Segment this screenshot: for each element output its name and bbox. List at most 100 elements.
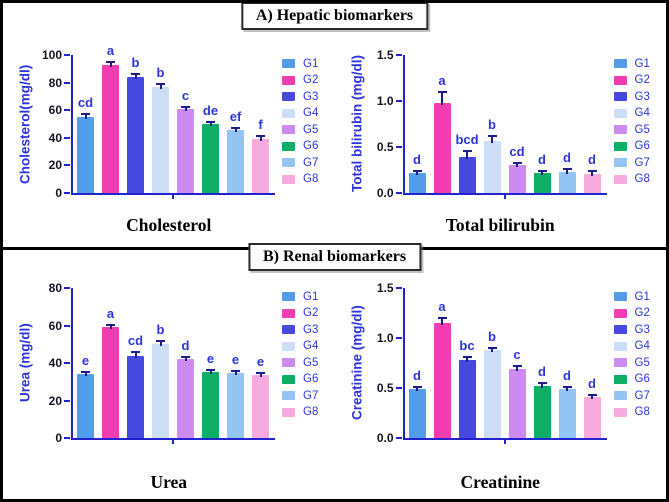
bar-group: d bbox=[558, 288, 576, 438]
error-bar-stem bbox=[109, 62, 112, 67]
significance-letter: b bbox=[156, 65, 165, 81]
bar bbox=[202, 372, 219, 438]
legend-item: G1 bbox=[613, 57, 650, 70]
error-bar-stem bbox=[209, 122, 212, 126]
y-axis-tick-label: 100 bbox=[41, 48, 62, 62]
bar bbox=[408, 389, 426, 438]
error-bar-stem bbox=[441, 92, 443, 105]
error-bar-stem bbox=[159, 85, 162, 89]
plot-area: 0.0 0.5 1.0 1.5 d a bc b c d d d bbox=[377, 281, 607, 445]
section-a-header: A) Hepatic biomarkers bbox=[240, 3, 429, 30]
error-bar-stem bbox=[259, 137, 262, 141]
bar bbox=[508, 369, 526, 438]
bars-area: d a bcd b cd d d d bbox=[405, 55, 605, 193]
legend: G1 G2 G3 G4 G5 G6 G7 G8 bbox=[613, 290, 650, 419]
error-bar-cap bbox=[206, 120, 215, 123]
plot-area: 0.0 0.5 1.0 1.5 d a bcd b cd d d d bbox=[377, 48, 607, 200]
significance-letter: a bbox=[438, 72, 446, 88]
y-axis-tick bbox=[395, 54, 402, 56]
bar-group: c bbox=[177, 55, 194, 193]
legend-swatch bbox=[613, 59, 627, 68]
x-axis-tick bbox=[503, 440, 506, 444]
legend-swatch bbox=[282, 391, 295, 400]
legend-swatch bbox=[613, 108, 627, 118]
bar-group: e bbox=[227, 288, 244, 438]
bar-group: bcd bbox=[455, 55, 479, 193]
error-bar-stem bbox=[209, 371, 212, 375]
legend-item: G6 bbox=[613, 373, 650, 386]
error-bar-cap bbox=[587, 170, 597, 173]
significance-letter: d bbox=[538, 363, 546, 379]
legend-label: G3 bbox=[303, 323, 319, 336]
bar bbox=[483, 350, 501, 438]
legend-label: G8 bbox=[634, 406, 650, 418]
legend-item: G7 bbox=[282, 156, 318, 169]
y-axis-tick-label: 60 bbox=[48, 103, 62, 118]
legend-item: G7 bbox=[613, 389, 650, 402]
significance-letter: ef bbox=[229, 109, 242, 125]
legend-label: G5 bbox=[634, 356, 650, 369]
legend-label: G3 bbox=[303, 90, 319, 103]
bar-group: f bbox=[252, 55, 269, 193]
legend-swatch bbox=[282, 158, 295, 167]
bar-group: b bbox=[483, 55, 501, 193]
legend-swatch bbox=[613, 141, 627, 151]
x-axis-tick bbox=[503, 195, 506, 199]
bar bbox=[458, 360, 476, 438]
legend-label: G7 bbox=[634, 156, 650, 169]
y-axis-tick bbox=[64, 287, 70, 289]
y-axis-tick-label: 1.5 bbox=[376, 281, 394, 295]
legend-item: G6 bbox=[282, 140, 318, 153]
bar-group: b bbox=[127, 55, 144, 193]
y-axis-tick bbox=[395, 146, 402, 148]
error-bar-cap bbox=[181, 105, 190, 108]
bar-group: d bbox=[408, 288, 426, 438]
legend-swatch bbox=[282, 108, 295, 118]
legend-swatch bbox=[613, 158, 627, 167]
y-axis-tick bbox=[395, 287, 402, 289]
y-axis-label: Creatinine (mg/dl) bbox=[349, 305, 364, 421]
y-axis-tick bbox=[64, 164, 70, 167]
chart-title: Total bilirubin bbox=[445, 215, 555, 235]
y-axis-tick-label: 0.0 bbox=[376, 186, 394, 200]
legend-label: G8 bbox=[634, 173, 650, 185]
legend-item: G5 bbox=[613, 123, 650, 136]
legend-swatch bbox=[282, 407, 295, 417]
legend-label: G7 bbox=[303, 389, 319, 402]
bar-group: ef bbox=[227, 55, 244, 193]
significance-letter: bc bbox=[459, 338, 475, 354]
error-bar-cap bbox=[537, 381, 547, 384]
y-axis-tick-label: 0.0 bbox=[376, 431, 394, 445]
bar bbox=[227, 130, 244, 193]
legend-swatch bbox=[613, 325, 627, 334]
legend-label: G1 bbox=[303, 290, 319, 303]
y-axis-tick-label: 60 bbox=[48, 318, 62, 333]
significance-letter: a bbox=[438, 299, 446, 314]
legend-item: G7 bbox=[282, 389, 318, 402]
error-bar-stem bbox=[416, 171, 418, 175]
legend-swatch bbox=[613, 341, 627, 351]
error-bar-cap bbox=[462, 149, 472, 152]
significance-letter: cd bbox=[127, 333, 144, 349]
legend-label: G7 bbox=[634, 389, 650, 402]
bar-group: d bbox=[533, 55, 551, 193]
y-axis-tick bbox=[64, 81, 70, 84]
renal-panel: Urea (mg/dl) 0 20 40 60 80 e a cd b d e e e G1 G2 G3 G4 G5… bbox=[3, 250, 666, 499]
legend-swatch bbox=[282, 59, 295, 68]
bar-group: d bbox=[533, 288, 551, 438]
legend-item: G1 bbox=[282, 57, 318, 70]
legend-label: G5 bbox=[303, 123, 319, 136]
legend: G1 G2 G3 G4 G5 G6 G7 G8 bbox=[613, 57, 650, 186]
error-bar-cap bbox=[81, 370, 90, 373]
bar bbox=[252, 138, 269, 193]
y-axis-tick bbox=[64, 437, 70, 439]
significance-letter: e bbox=[206, 351, 215, 367]
bar bbox=[433, 102, 451, 193]
error-bar-stem bbox=[466, 151, 468, 160]
bar-group: d bbox=[583, 288, 601, 438]
bar-group: e bbox=[202, 288, 219, 438]
legend-swatch bbox=[282, 374, 295, 384]
error-bar-stem bbox=[516, 367, 518, 371]
error-bar-stem bbox=[84, 115, 87, 120]
